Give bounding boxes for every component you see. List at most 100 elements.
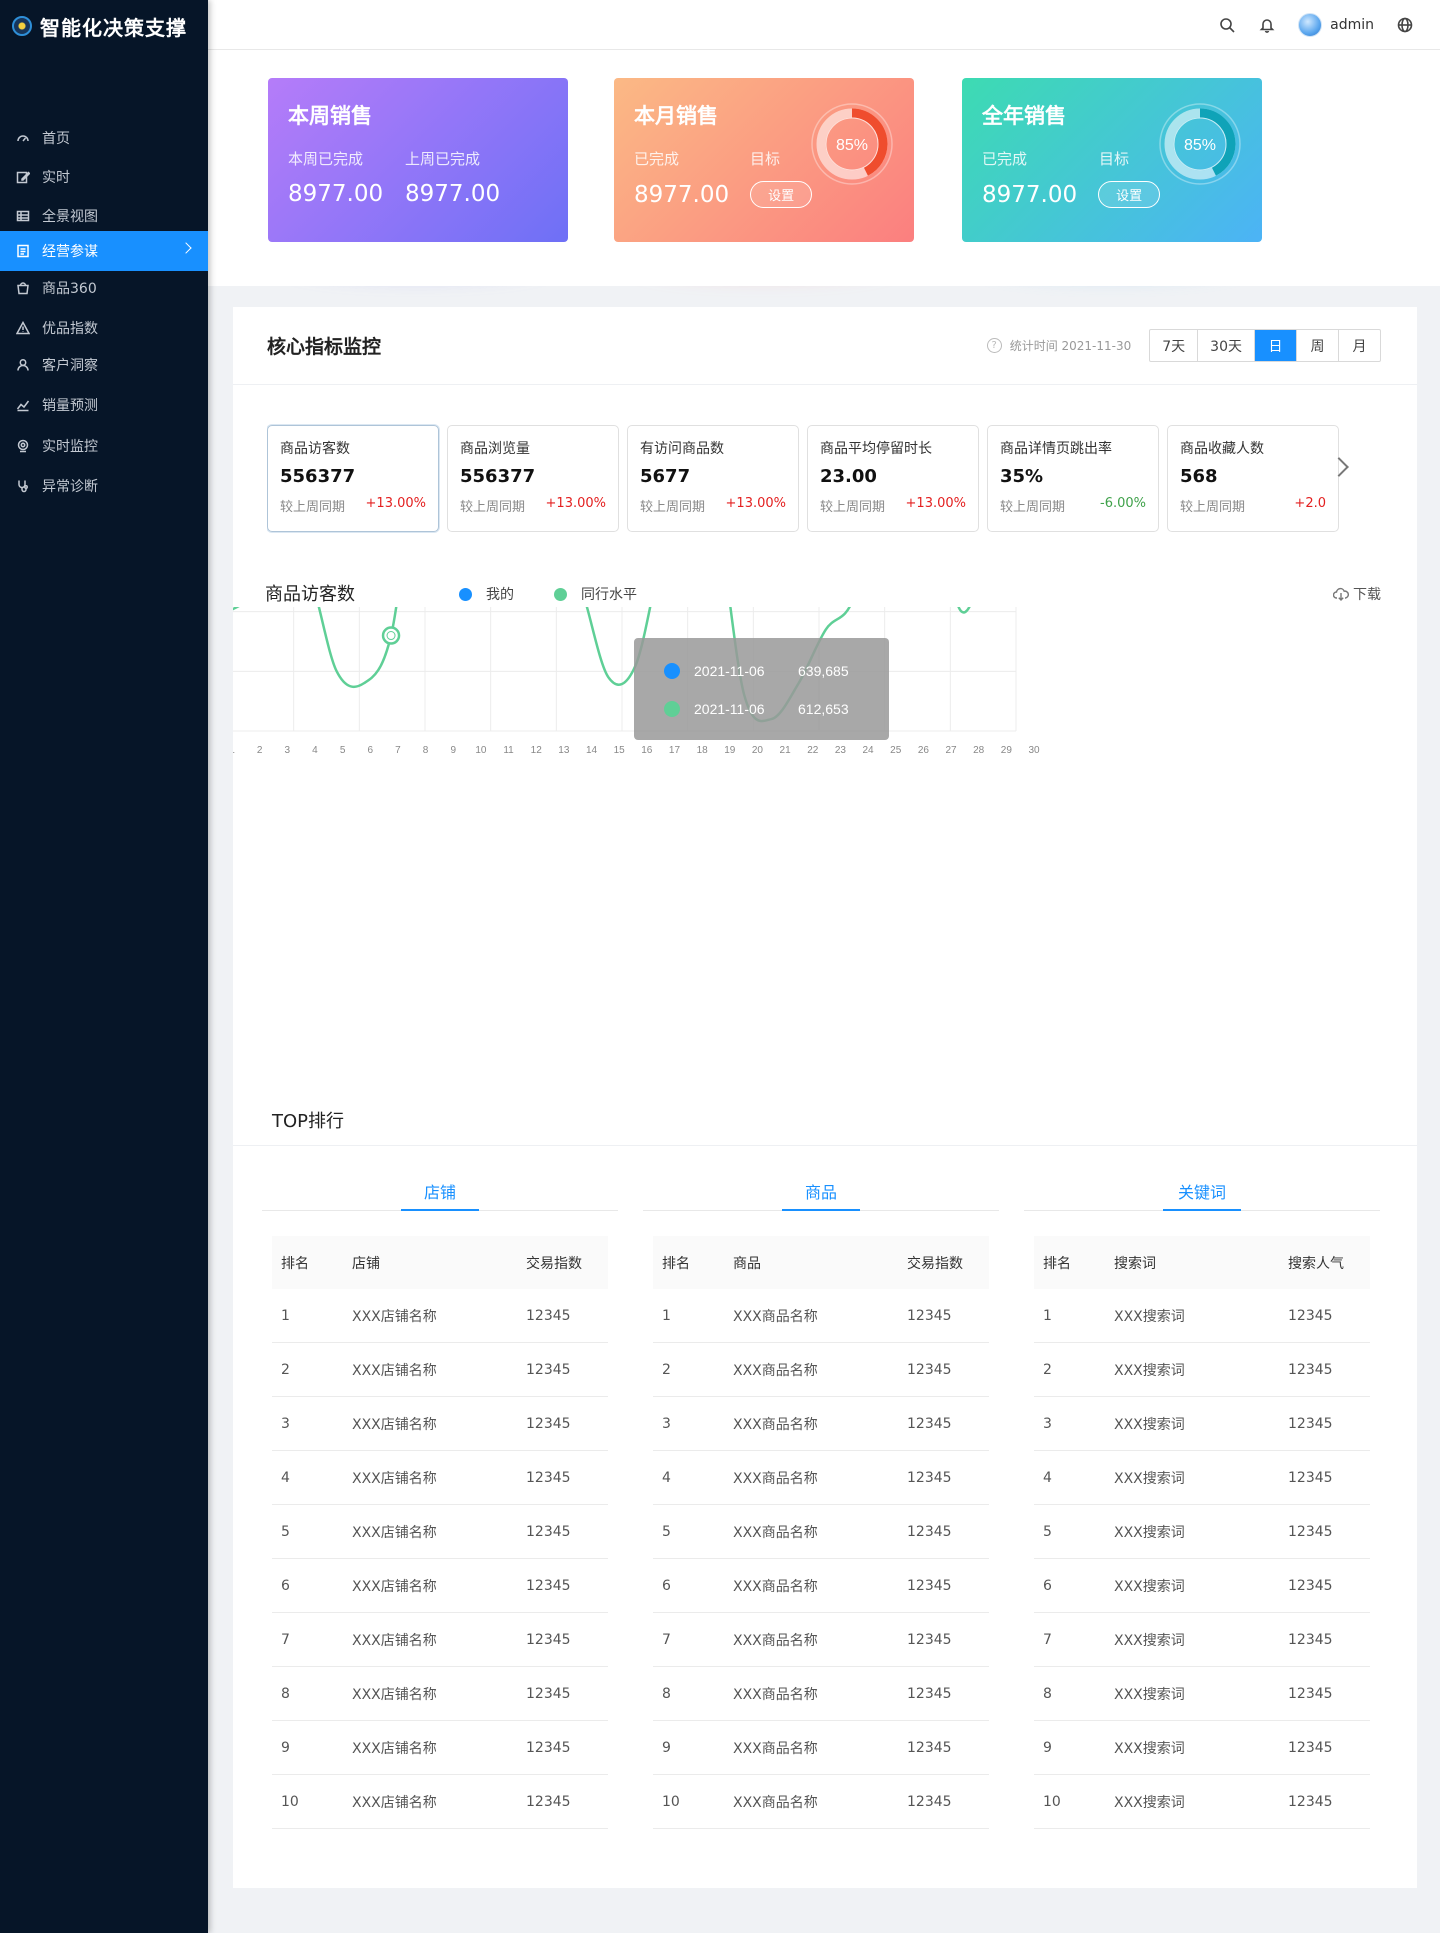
avatar <box>1298 12 1323 37</box>
ranking-tab[interactable]: 商品 <box>782 1167 860 1211</box>
table-cell: 3 <box>1043 1415 1052 1432</box>
metric-card[interactable]: 商品平均停留时长 23.00 较上周同期 +13.00% <box>807 425 979 532</box>
table-row[interactable]: 10 XXX搜索词 12345 <box>1034 1775 1370 1829</box>
sidebar-item-2[interactable]: 实时 <box>0 157 208 197</box>
range-option[interactable]: 周 <box>1296 330 1338 361</box>
table-row[interactable]: 3 XXX店铺名称 12345 <box>272 1397 608 1451</box>
sidebar-item-6[interactable]: 优品指数 <box>0 308 208 348</box>
table-cell: XXX商品名称 <box>733 1578 818 1595</box>
sidebar-item-3[interactable]: 全景视图 <box>0 196 208 236</box>
table-row[interactable]: 5 XXX店铺名称 12345 <box>272 1505 608 1559</box>
tooltip-value: 639,685 <box>798 663 849 679</box>
table-cell: 2 <box>281 1361 290 1378</box>
table-row[interactable]: 6 XXX店铺名称 12345 <box>272 1559 608 1613</box>
table-row[interactable]: 9 XXX店铺名称 12345 <box>272 1721 608 1775</box>
search-icon[interactable] <box>1218 16 1236 34</box>
sidebar-item-10[interactable]: 异常诊断 <box>0 466 208 506</box>
table-cell: 5 <box>281 1523 290 1540</box>
ranking-tab[interactable]: 店铺 <box>401 1167 479 1211</box>
table-row[interactable]: 2 XXX搜索词 12345 <box>1034 1343 1370 1397</box>
ranking-tab[interactable]: 关键词 <box>1163 1167 1241 1211</box>
metric-compare-label: 较上周同期 <box>460 500 526 515</box>
table-row[interactable]: 5 XXX搜索词 12345 <box>1034 1505 1370 1559</box>
series-line-1[interactable] <box>233 607 1016 723</box>
table-cell: XXX商品名称 <box>733 1740 818 1757</box>
metric-card[interactable]: 商品收藏人数 568 较上周同期 +2.0 <box>1167 425 1339 532</box>
table-row[interactable]: 10 XXX店铺名称 12345 <box>272 1775 608 1829</box>
metric-card[interactable]: 商品详情页跳出率 35% 较上周同期 -6.00% <box>987 425 1159 532</box>
table-row[interactable]: 1 XXX店铺名称 12345 <box>272 1289 608 1343</box>
legend-item[interactable]: 同行水平 <box>554 584 637 604</box>
set-target-button[interactable]: 设置 <box>1098 181 1161 208</box>
table-row[interactable]: 6 XXX商品名称 12345 <box>653 1559 989 1613</box>
table-row[interactable]: 8 XXX商品名称 12345 <box>653 1667 989 1721</box>
x-tick-label: 27 <box>945 745 957 756</box>
table-cell: 12345 <box>1288 1631 1333 1648</box>
table-row[interactable]: 4 XXX搜索词 12345 <box>1034 1451 1370 1505</box>
metric-card[interactable]: 商品访客数 556377 较上周同期 +13.00% <box>267 425 439 532</box>
card-glow <box>987 234 1237 264</box>
table-cell: 12345 <box>907 1523 952 1540</box>
download-button[interactable]: 下载 <box>1333 584 1381 604</box>
table-cell: 1 <box>281 1307 290 1324</box>
range-option[interactable]: 30天 <box>1197 330 1254 361</box>
sidebar-item-4[interactable]: 经营参谋 <box>0 231 208 271</box>
help-icon[interactable]: ? <box>986 338 1002 353</box>
sidebar-item-1[interactable]: 首页 <box>0 118 208 158</box>
table-row[interactable]: 7 XXX搜索词 12345 <box>1034 1613 1370 1667</box>
table-cell: 12345 <box>526 1307 571 1324</box>
table-cell: 12345 <box>1288 1685 1333 1702</box>
table-row[interactable]: 3 XXX搜索词 12345 <box>1034 1397 1370 1451</box>
range-option[interactable]: 日 <box>1254 330 1296 361</box>
table-row[interactable]: 10 XXX商品名称 12345 <box>653 1775 989 1829</box>
table-row[interactable]: 6 XXX搜索词 12345 <box>1034 1559 1370 1613</box>
table-row[interactable]: 8 XXX店铺名称 12345 <box>272 1667 608 1721</box>
table-row[interactable]: 7 XXX商品名称 12345 <box>653 1613 989 1667</box>
metric-title: 有访问商品数 <box>640 441 724 457</box>
x-tick-label: 26 <box>918 745 930 756</box>
weekly-sales-card: 本周销售 本周已完成 上周已完成 8977.00 8977.00 <box>268 78 568 264</box>
sidebar-item-9[interactable]: 实时监控 <box>0 426 208 466</box>
table-cell: 6 <box>1043 1577 1052 1594</box>
metric-compare-label: 较上周同期 <box>640 500 706 515</box>
table-cell: 12345 <box>1288 1793 1333 1810</box>
app-logo[interactable]: 智能化决策支撑 <box>0 0 208 52</box>
donut-inner-ring <box>1173 117 1227 171</box>
bell-icon[interactable] <box>1258 16 1276 34</box>
table-cell: 7 <box>281 1631 290 1648</box>
table-row[interactable]: 4 XXX店铺名称 12345 <box>272 1451 608 1505</box>
globe-icon[interactable] <box>1396 16 1414 34</box>
table-row[interactable]: 9 XXX搜索词 12345 <box>1034 1721 1370 1775</box>
x-tick-label: 3 <box>285 745 291 756</box>
card-glow <box>639 234 889 264</box>
sidebar-item-7[interactable]: 客户洞察 <box>0 345 208 385</box>
table-row[interactable]: 5 XXX商品名称 12345 <box>653 1505 989 1559</box>
metric-card[interactable]: 有访问商品数 5677 较上周同期 +13.00% <box>627 425 799 532</box>
metric-card[interactable]: 商品浏览量 556377 较上周同期 +13.00% <box>447 425 619 532</box>
set-target-button[interactable]: 设置 <box>750 181 813 208</box>
table-row[interactable]: 9 XXX商品名称 12345 <box>653 1721 989 1775</box>
sidebar-item-8[interactable]: 销量预测 <box>0 385 208 425</box>
table-cell: XXX店铺名称 <box>352 1470 437 1487</box>
table-row[interactable]: 2 XXX商品名称 12345 <box>653 1343 989 1397</box>
column-header: 排名 <box>662 1255 690 1272</box>
table-row[interactable]: 1 XXX搜索词 12345 <box>1034 1289 1370 1343</box>
table-row[interactable]: 3 XXX商品名称 12345 <box>653 1397 989 1451</box>
x-tick-label: 11 <box>503 745 514 756</box>
legend-item[interactable]: 我的 <box>459 584 514 604</box>
table-row[interactable]: 2 XXX店铺名称 12345 <box>272 1343 608 1397</box>
visitors-line-chart[interactable]: 0100,000200,000300,000400,000500,000600,… <box>233 607 1417 1067</box>
table-cell: 1 <box>662 1307 671 1324</box>
table-cell: XXX搜索词 <box>1114 1740 1185 1757</box>
table-row[interactable]: 8 XXX搜索词 12345 <box>1034 1667 1370 1721</box>
table-row[interactable]: 4 XXX商品名称 12345 <box>653 1451 989 1505</box>
user-menu[interactable]: admin <box>1298 12 1374 37</box>
metric-value: 23.00 <box>820 466 877 487</box>
table-cell: XXX搜索词 <box>1114 1416 1185 1433</box>
range-option[interactable]: 月 <box>1338 330 1380 361</box>
table-cell: 12345 <box>907 1685 952 1702</box>
table-row[interactable]: 7 XXX店铺名称 12345 <box>272 1613 608 1667</box>
sidebar-item-5[interactable]: 商品360 <box>0 268 208 308</box>
table-row[interactable]: 1 XXX商品名称 12345 <box>653 1289 989 1343</box>
range-option[interactable]: 7天 <box>1162 338 1186 355</box>
